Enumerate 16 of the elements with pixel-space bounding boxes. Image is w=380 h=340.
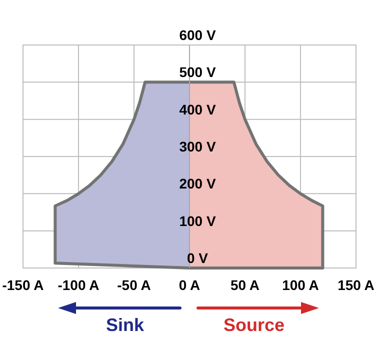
x-tick-label: 100 A (282, 277, 319, 293)
text: Sink (106, 315, 145, 335)
x-tick-label: -100 A (58, 277, 100, 293)
y-tick-label: 400 V (179, 101, 216, 118)
text: Source (223, 315, 285, 335)
x-tick-label: -150 A (2, 277, 44, 293)
x-tick-label: 0 A (178, 277, 200, 293)
y-tick-label: 300 V (179, 138, 216, 154)
x-tick-label: -50 A (117, 277, 151, 293)
y-tick-label: 200 V (179, 176, 216, 192)
y-tick-label: 0 V (186, 250, 209, 266)
x-tick-label: 150 A (338, 277, 374, 293)
y-tick-label: 500 V (179, 64, 216, 80)
y-tick-label: 600 V (179, 27, 216, 43)
x-tick-label: 50 A (230, 277, 260, 293)
y-tick-label: 100 V (179, 212, 216, 229)
